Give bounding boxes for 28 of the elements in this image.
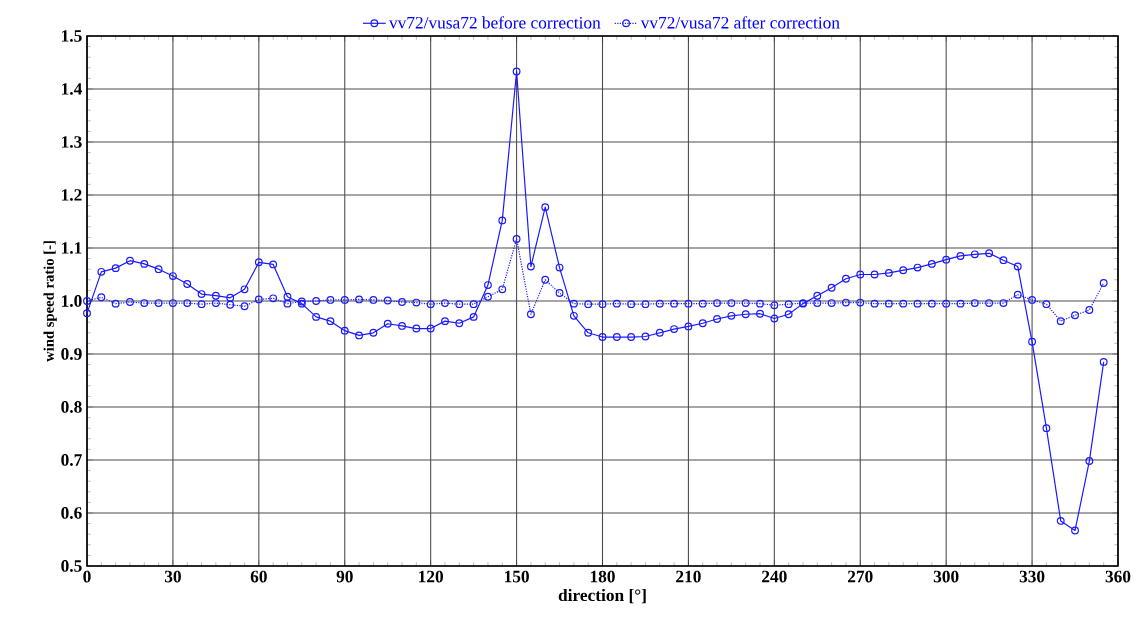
x-tick-label: 60 (250, 570, 267, 583)
y-tick-label: 1.3 (62, 136, 82, 148)
x-tick-label: 240 (762, 570, 787, 583)
y-tick-label: 0.9 (61, 348, 82, 360)
y-tick-label: 1.2 (62, 189, 82, 201)
y-tick-label: 0.6 (61, 507, 82, 519)
y-tick-label: 1.0 (62, 295, 82, 307)
y-tick-label: 1.1 (62, 242, 82, 254)
y-axis-title: wind speed ratio [-] (43, 241, 57, 362)
x-tick-label: 210 (676, 570, 701, 583)
y-tick-label: 0.8 (61, 401, 82, 413)
x-tick-label: 150 (504, 570, 529, 583)
x-tick-label: 90 (336, 570, 353, 583)
x-tick-label: 330 (1019, 570, 1045, 583)
legend-label: vv72/vusa72 after correction (640, 16, 840, 29)
x-tick-label: 300 (933, 570, 959, 583)
x-tick-label: 270 (847, 570, 873, 583)
y-tick-label: 1.5 (62, 30, 82, 42)
y-tick-label: 0.7 (61, 454, 82, 466)
x-tick-label: 120 (419, 570, 444, 583)
x-tick-label: 0 (83, 570, 91, 583)
x-axis-title: direction [°] (558, 588, 646, 604)
y-tick-label: 0.5 (61, 560, 82, 572)
x-tick-label: 30 (164, 570, 181, 583)
x-tick-label: 360 (1105, 570, 1131, 583)
x-tick-label: 180 (590, 570, 615, 583)
y-tick-label: 1.4 (62, 83, 82, 95)
legend-label: vv72/vusa72 before correction (388, 16, 601, 29)
